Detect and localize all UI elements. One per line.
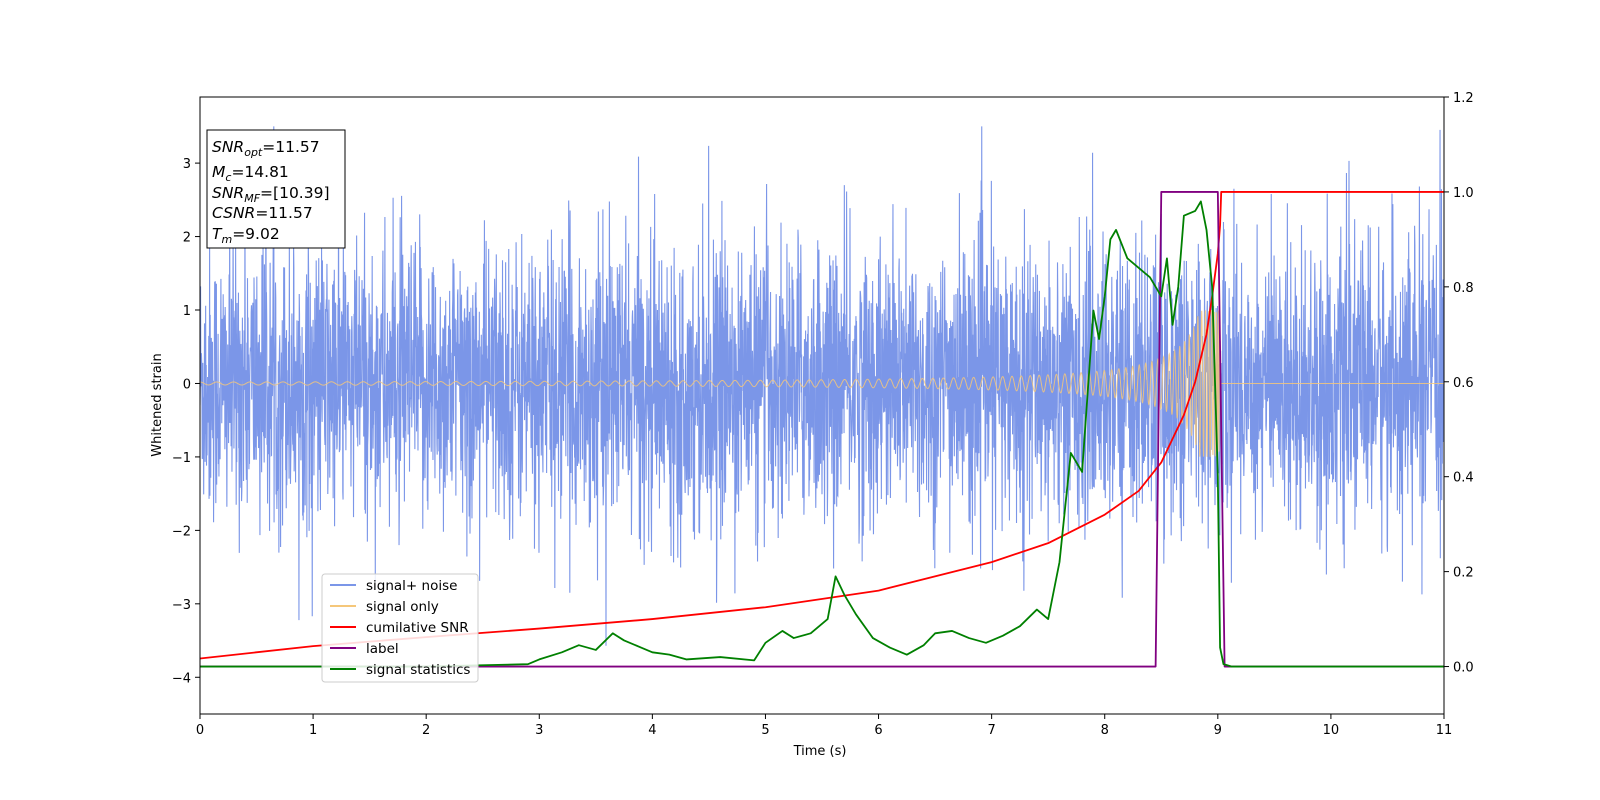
x-tick-label: 0 — [196, 723, 204, 738]
y-axis-label: Whitened strain — [150, 353, 165, 456]
y-right-tick-label: 0.0 — [1453, 661, 1474, 676]
x-tick-label: 7 — [987, 723, 995, 738]
plot-frame — [199, 96, 1445, 715]
y-tick-label: 2 — [183, 231, 191, 246]
legend-label-label: label — [366, 641, 399, 657]
series-signal-only-line — [200, 310, 1444, 457]
y-tick-label: 0 — [183, 377, 191, 392]
x-tick-label: 2 — [422, 723, 430, 738]
y-right-tick-label: 0.2 — [1453, 566, 1474, 581]
x-tick-label: 1 — [309, 723, 317, 738]
x-tick-label: 10 — [1323, 723, 1340, 738]
legend-label-signal-statistics: signal statistics — [366, 662, 470, 678]
info-box-frame — [206, 129, 346, 249]
y-tick-label: −2 — [172, 524, 191, 539]
x-tick-label: 5 — [761, 723, 769, 738]
y-right-tick-label: 0.8 — [1453, 281, 1474, 296]
series-cumulative-snr-line — [200, 191, 1444, 660]
y-right-tick-label: 0.4 — [1453, 471, 1474, 486]
info-box: SNRopt=11.57 Mc=14.81 SNRMF=[10.39] CSNR… — [206, 129, 346, 249]
info-mc: Mc=14.81 — [212, 163, 289, 184]
y-right-tick-label: 1.2 — [1453, 91, 1474, 106]
x-tick-label: 6 — [874, 723, 882, 738]
y-right-tick-label: 0.6 — [1453, 376, 1474, 391]
axes-layer: 0 1 2 3 4 5 6 7 8 9 10 113210−1−2−3−41.21.00.80.60.… — [172, 91, 1474, 738]
x-tick-label: 9 — [1214, 723, 1222, 738]
x-tick-label: 8 — [1101, 723, 1109, 738]
info-csnr: CSNR=11.57 — [212, 204, 313, 222]
x-tick-label: 4 — [648, 723, 656, 738]
y-tick-label: −4 — [172, 671, 191, 686]
plot-series-layer — [200, 126, 1444, 668]
x-axis-label: Time (s) — [793, 744, 847, 759]
series-signal-noise-line — [200, 126, 1444, 646]
y-tick-label: −3 — [172, 598, 191, 613]
legend-frame — [321, 573, 479, 683]
legend-label-signal-only: signal only — [366, 599, 439, 615]
info-snr-mf: SNRMF=[10.39] — [212, 184, 330, 205]
legend-label-cumulative-snr: cumilative SNR — [366, 620, 469, 636]
info-tm: Tm=9.02 — [212, 225, 280, 246]
legend-label-signal-noise: signal+ noise — [366, 578, 457, 594]
y-tick-label: 3 — [183, 157, 191, 172]
y-right-tick-label: 1.0 — [1453, 186, 1474, 201]
y-tick-label: −1 — [172, 451, 191, 466]
y-tick-label: 1 — [183, 304, 191, 319]
legend: signal+ noise signal only cumilative SNR… — [321, 573, 479, 683]
x-tick-label: 3 — [535, 723, 543, 738]
x-tick-label: 11 — [1436, 723, 1453, 738]
info-snr-opt: SNRopt=11.57 — [212, 138, 320, 159]
series-signal-statistics-line — [200, 200, 1444, 668]
